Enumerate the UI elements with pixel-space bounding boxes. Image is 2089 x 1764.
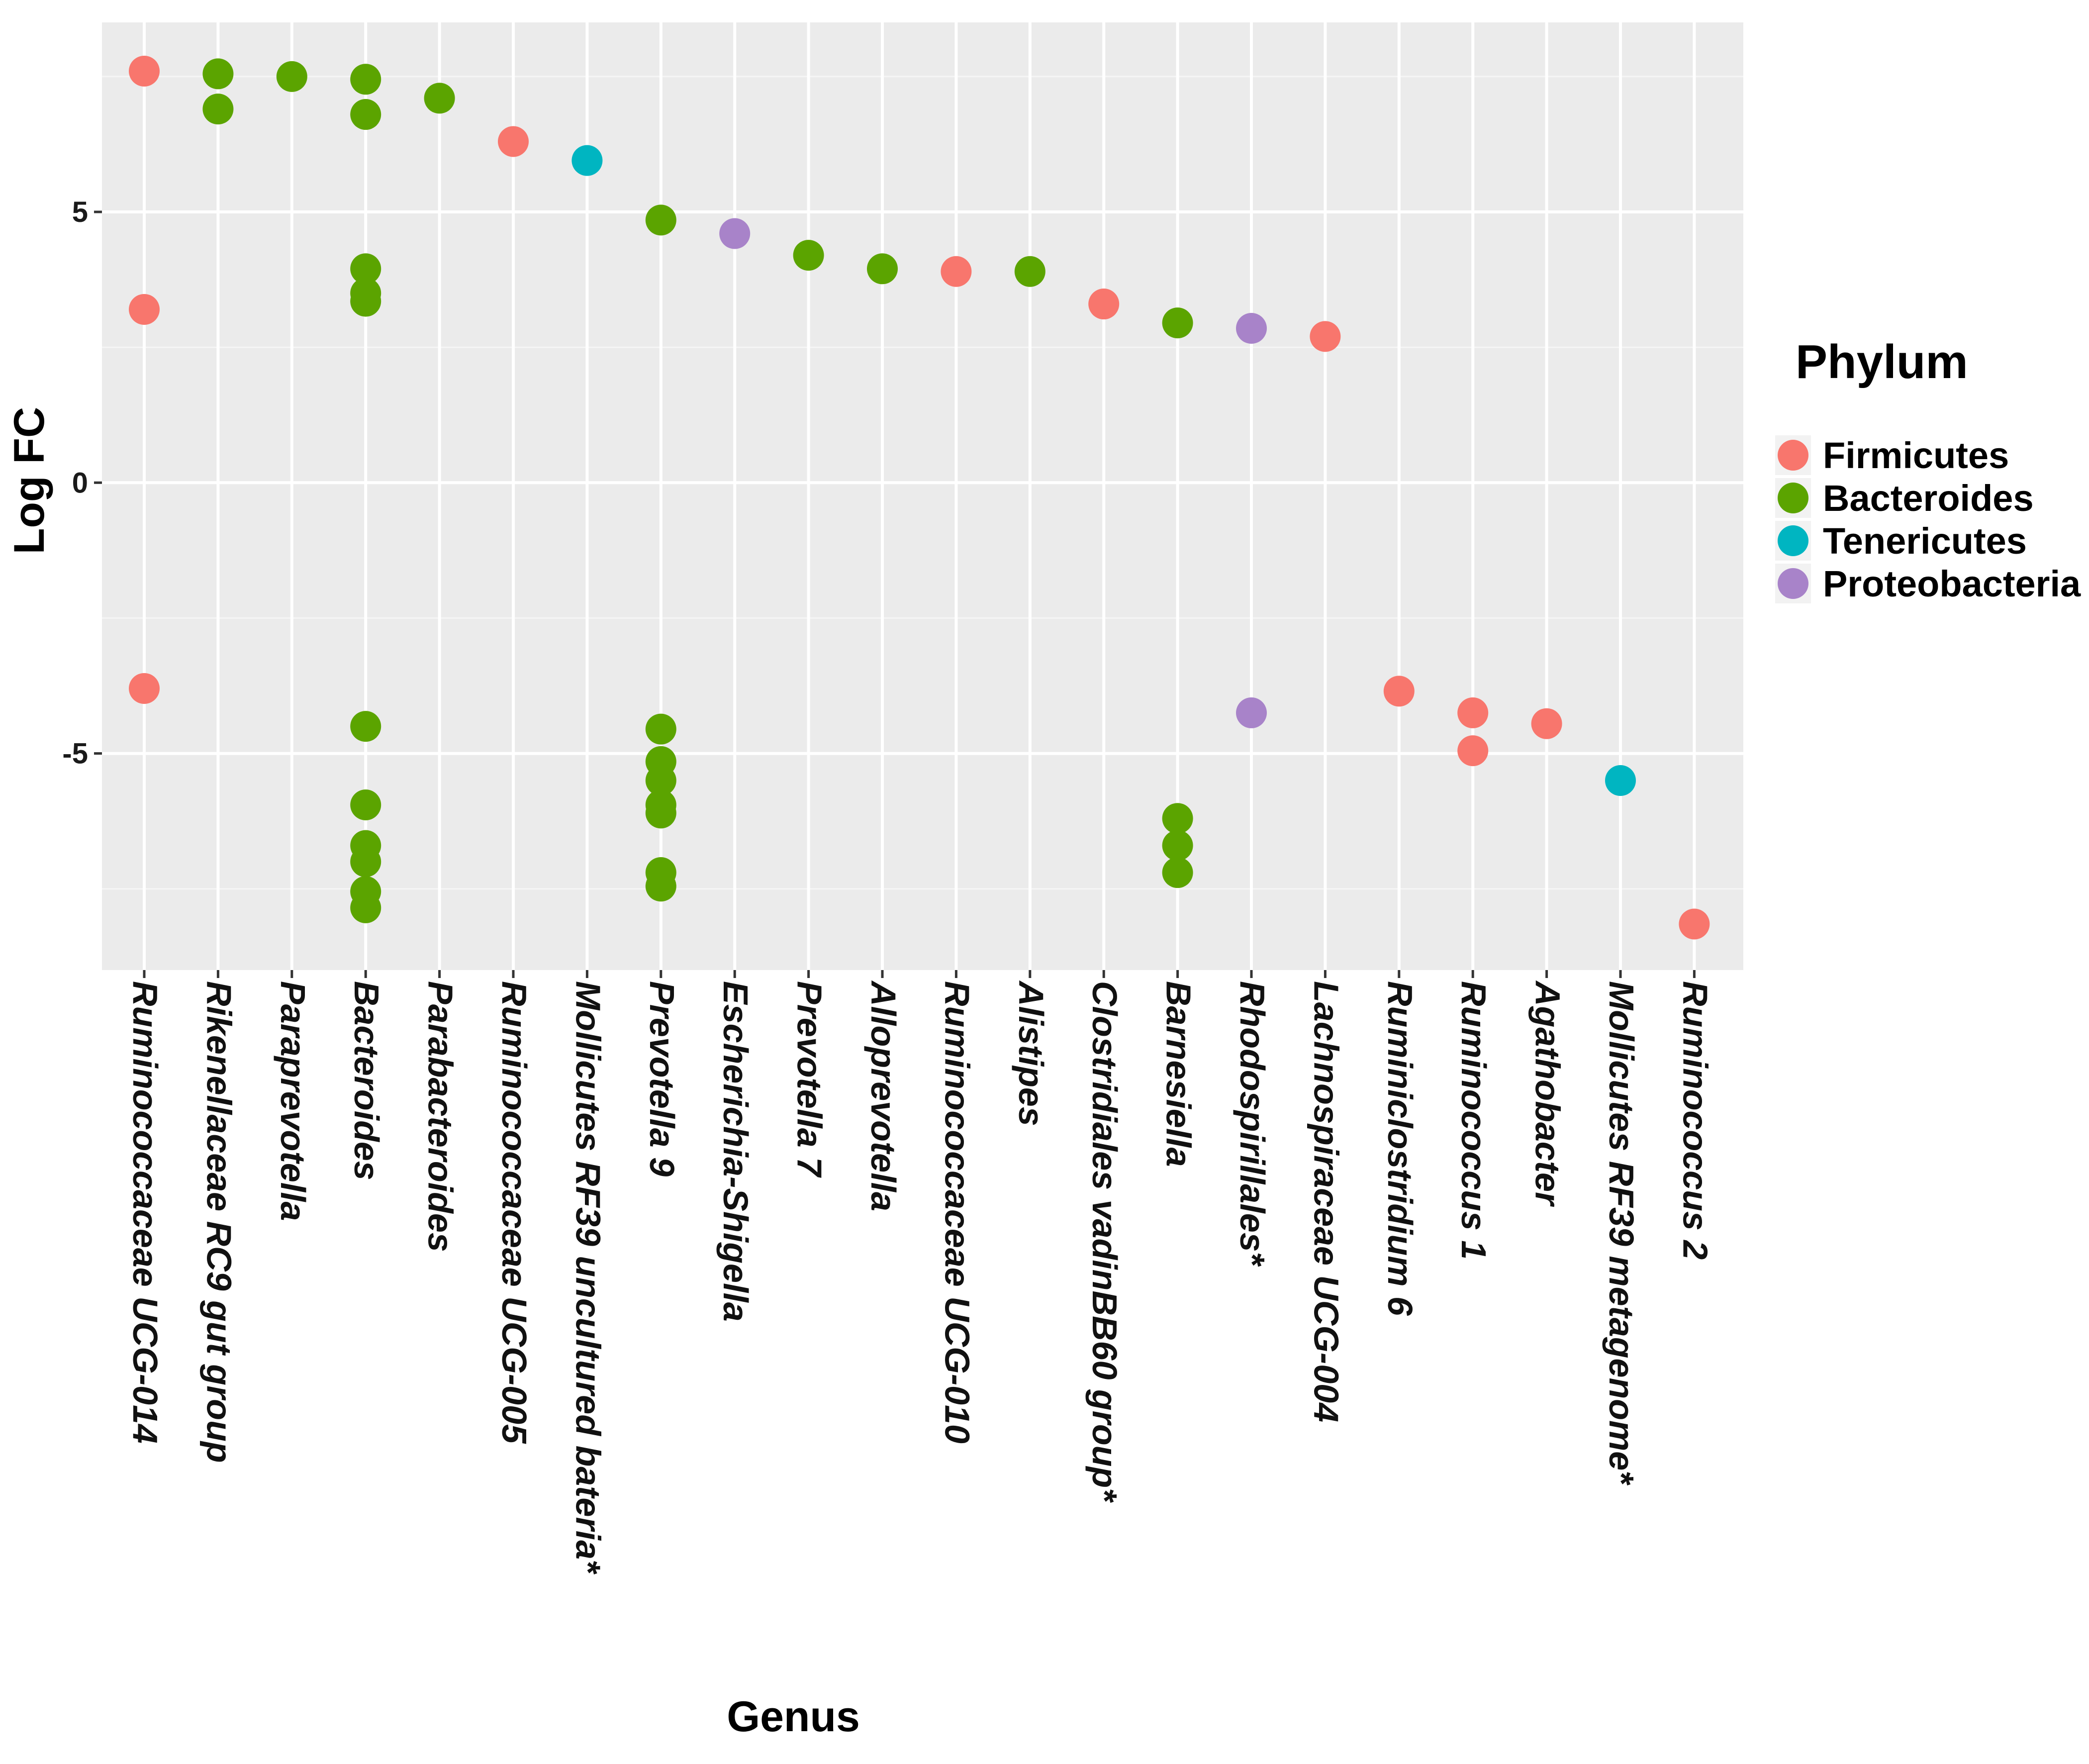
data-point [1457, 697, 1489, 728]
y-axis-ticks: -5 0 5 [62, 196, 102, 770]
x-tick-label: Clostridiales vadinBB60 group* [1085, 981, 1124, 1503]
x-tick-label: Ruminococcaceae UCG-010 [938, 981, 976, 1444]
data-point [1383, 676, 1415, 707]
x-tick-label: Parabacteroides [421, 981, 460, 1252]
x-tick-label: Ruminococcus 2 [1676, 981, 1714, 1260]
data-point [1310, 321, 1341, 352]
data-point [1162, 307, 1193, 339]
legend-key [1778, 568, 1808, 599]
data-point [350, 99, 381, 130]
data-point [1457, 735, 1489, 767]
x-tick-label: Ruminococcaceae UCG-005 [495, 981, 534, 1444]
data-point [276, 61, 307, 92]
data-point [350, 286, 381, 317]
x-tick-label: Rikenellaceae RC9 gut group [199, 981, 238, 1463]
legend-label: Tenericutes [1823, 520, 2027, 562]
legend-title: Phylum [1796, 335, 1968, 389]
data-point [1679, 908, 1710, 940]
legend-label: Firmicutes [1823, 435, 2009, 476]
legend-key [1778, 525, 1808, 556]
data-point [1236, 313, 1267, 344]
x-tick-label: Agathobacter [1528, 980, 1567, 1207]
legend-key [1778, 440, 1808, 471]
y-tick-label: 0 [72, 467, 88, 499]
x-tick-label: Paraprevotella [274, 981, 312, 1221]
data-point [941, 256, 972, 287]
y-tick-label: -5 [62, 738, 88, 770]
data-point [498, 126, 529, 157]
data-point [350, 711, 381, 742]
x-tick-label: Alistipes [1012, 980, 1050, 1126]
data-point [1605, 765, 1636, 796]
data-point [350, 253, 381, 285]
y-axis-title: Log FC [5, 407, 53, 554]
data-point [424, 83, 455, 114]
data-point [1162, 803, 1193, 834]
data-point [1162, 857, 1193, 888]
y-tick-label: 5 [72, 196, 88, 228]
data-point [867, 253, 898, 285]
x-axis-ticks: Ruminococcaceae UCG-014 Rikenellaceae RC9… [126, 970, 1714, 1574]
data-point [129, 673, 160, 704]
x-tick-label: Prevotella 7 [790, 981, 829, 1178]
data-point [1162, 830, 1193, 861]
data-point [1236, 697, 1267, 728]
x-tick-label: Barnesiella [1159, 981, 1198, 1167]
data-point [645, 871, 676, 902]
data-point [1088, 289, 1120, 320]
data-point [571, 145, 603, 176]
x-tick-label: Bacteroides [347, 981, 386, 1180]
x-tick-label: Lachnospiraceae UCG-004 [1307, 981, 1345, 1422]
x-tick-label: Mollicutes RF39 metagenome* [1602, 981, 1641, 1485]
x-tick-label: Escherichia-Shigella [716, 981, 755, 1322]
x-tick-label: Prevotella 9 [643, 981, 681, 1176]
x-tick-label: Mollicutes RF39 uncultured bateria* [569, 981, 607, 1574]
legend-key [1778, 483, 1808, 513]
legend-label: Bacteroides [1823, 478, 2034, 519]
data-point [350, 64, 381, 95]
data-point [1531, 708, 1562, 739]
legend: Phylum FirmicutesBacteroidesTenericutesP… [1775, 335, 2081, 604]
data-points [129, 55, 1710, 940]
data-point [793, 240, 824, 271]
x-tick-label: Ruminiclostridium 6 [1381, 981, 1420, 1316]
data-point [202, 94, 234, 125]
data-point [1014, 256, 1045, 287]
x-tick-label: Alloprevotella [864, 980, 903, 1211]
x-tick-label: Ruminococcus 1 [1454, 981, 1493, 1260]
data-point [350, 892, 381, 923]
legend-items: FirmicutesBacteroidesTenericutesProteoba… [1775, 435, 2081, 604]
data-point [645, 765, 676, 796]
data-point [719, 218, 751, 249]
legend-label: Proteobacteria [1823, 563, 2081, 604]
data-point [350, 846, 381, 878]
x-tick-label: Ruminococcaceae UCG-014 [126, 981, 165, 1444]
x-axis-title: Genus [727, 1693, 860, 1741]
data-point [350, 789, 381, 820]
plot-panel [102, 22, 1743, 970]
data-point [645, 204, 676, 236]
data-point [129, 55, 160, 87]
data-point [645, 713, 676, 745]
data-point [645, 797, 676, 829]
data-point [129, 294, 160, 325]
data-point [202, 58, 234, 90]
x-tick-label: Rhodospirillales* [1233, 981, 1272, 1267]
